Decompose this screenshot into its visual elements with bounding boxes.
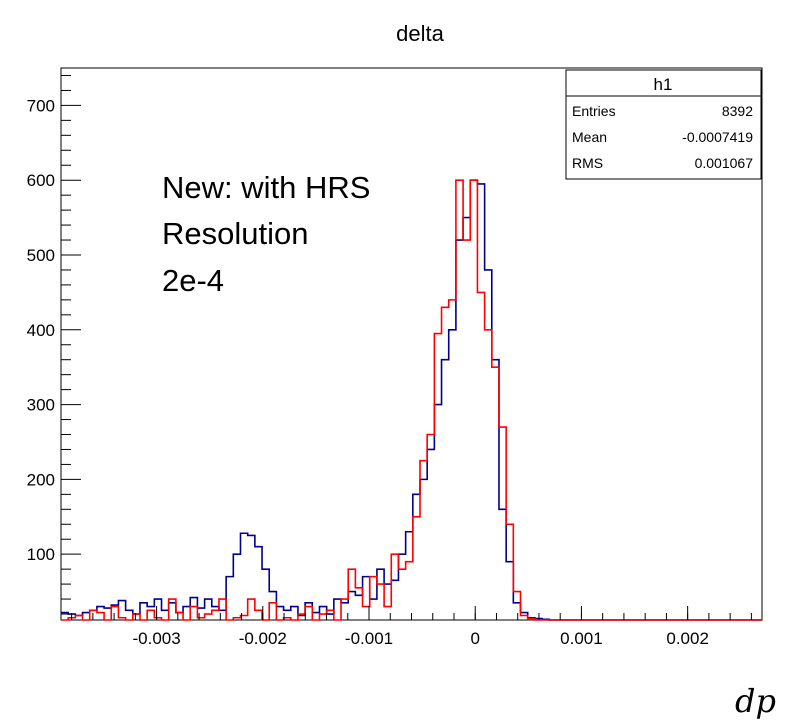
y-tick-label: 300 xyxy=(27,396,55,415)
x-axis-label: dp xyxy=(735,682,776,720)
annotation-line-2: Resolution xyxy=(162,216,308,251)
annotation-line-3: 2e-4 xyxy=(162,263,224,298)
stats-entries-value: 8392 xyxy=(722,103,753,119)
annotation-line-1: New: with HRS xyxy=(162,170,370,205)
x-tick-label: 0 xyxy=(470,629,479,648)
stats-box-frame xyxy=(565,69,762,180)
axis-layer: -0.003 -0.002 -0.001 0 0.001 0.002 100 200 300 40… xyxy=(27,74,752,648)
x-tick-label: -0.001 xyxy=(345,629,393,648)
y-tick-label: 700 xyxy=(27,96,55,115)
y-tick-label: 500 xyxy=(27,246,55,265)
stats-mean-value: -0.0007419 xyxy=(682,129,753,145)
series-2-histogram xyxy=(61,179,762,621)
series-layer xyxy=(61,179,762,621)
stats-box-title: h1 xyxy=(654,75,673,94)
stats-box: h1 Entries 8392 Mean -0.0007419 RMS 0.00… xyxy=(565,69,762,180)
y-tick-label: 200 xyxy=(27,470,55,489)
chart-title: delta xyxy=(396,21,444,46)
stats-rms-value: 0.001067 xyxy=(695,155,754,171)
x-tick-label: -0.002 xyxy=(239,629,287,648)
stats-mean-label: Mean xyxy=(572,129,607,145)
x-tick-label: 0.002 xyxy=(666,629,709,648)
x-tick-label: -0.003 xyxy=(132,629,180,648)
plot-annotation: New: with HRS Resolution 2e-4 xyxy=(162,170,370,298)
y-tick-label: 600 xyxy=(27,171,55,190)
stats-rms-label: RMS xyxy=(572,155,603,171)
y-tick-label: 400 xyxy=(27,321,55,340)
y-tick-label: 100 xyxy=(27,545,55,564)
stats-entries-label: Entries xyxy=(572,103,616,119)
x-tick-label: 0.001 xyxy=(560,629,603,648)
